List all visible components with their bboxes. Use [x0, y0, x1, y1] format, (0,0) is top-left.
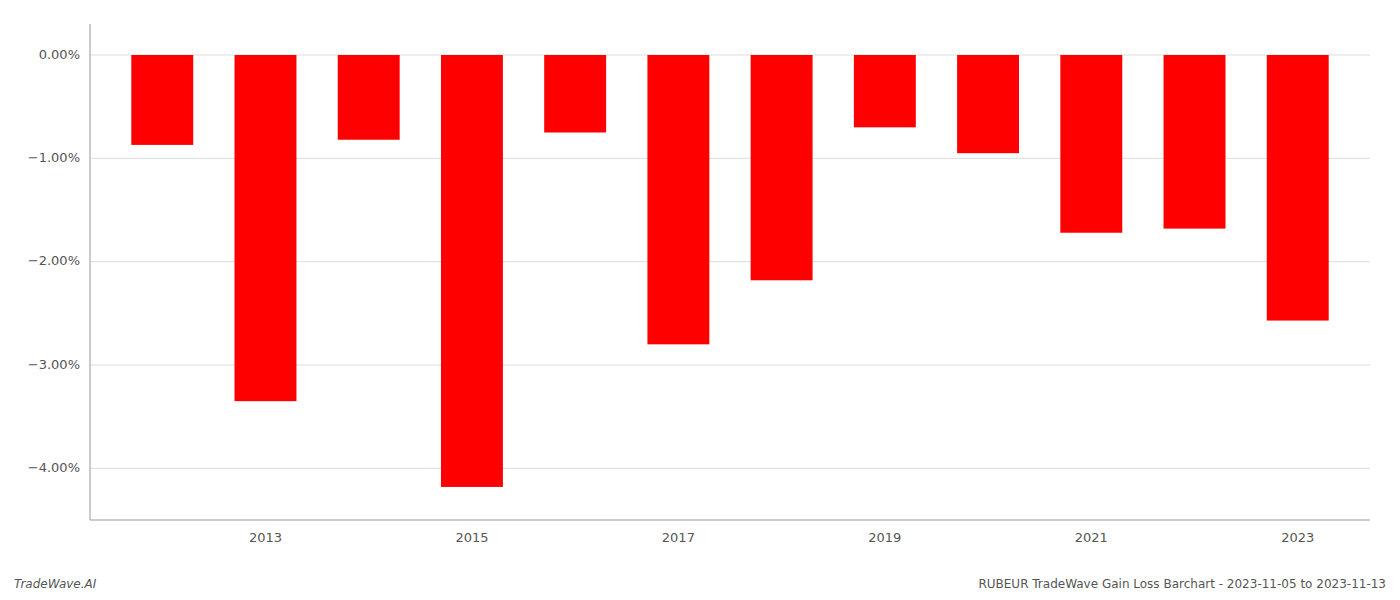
bar	[751, 55, 813, 280]
y-tick-labels: 0.00% −1.00% −2.00% −3.00% −4.00%	[28, 47, 80, 475]
bar	[338, 55, 400, 140]
x-tick-label: 2013	[249, 530, 282, 545]
footer-right: RUBEUR TradeWave Gain Loss Barchart - 20…	[978, 577, 1386, 591]
x-axis-line	[90, 520, 1370, 521]
x-tick-label: 2015	[455, 530, 488, 545]
x-tick-label: 2019	[868, 530, 901, 545]
chart-container: 0.00%−1.00%−2.00%−3.00%−4.00%20132015201…	[0, 0, 1400, 600]
y-tick-label: −3.00%	[28, 357, 80, 372]
footer-left: TradeWave.AI	[14, 577, 97, 591]
bar	[441, 55, 503, 487]
bar	[854, 55, 916, 127]
x-tick-label: 2023	[1281, 530, 1314, 545]
bar	[544, 55, 606, 133]
chart: 0.00%−1.00%−2.00%−3.00%−4.00%20132015201…	[0, 0, 1400, 600]
x-tick-label: 2017	[662, 530, 695, 545]
y-tick-label: 0.00%	[39, 47, 80, 62]
bars	[131, 55, 1328, 487]
bar	[1267, 55, 1329, 321]
bar	[235, 55, 297, 401]
x-tick-label: 2021	[1075, 530, 1108, 545]
grid-line	[90, 468, 1370, 469]
bar	[957, 55, 1019, 153]
bar	[1060, 55, 1122, 233]
bar	[647, 55, 709, 344]
y-grid	[90, 55, 1370, 468]
x-tick-labels: 2013 2015 2017 2019 2021 2023	[249, 530, 1314, 545]
y-tick-label: −1.00%	[28, 150, 80, 165]
y-tick-label: −2.00%	[28, 253, 80, 268]
y-axis-line	[90, 24, 91, 520]
y-tick-label: −4.00%	[28, 460, 80, 475]
bar	[1164, 55, 1226, 229]
bar	[131, 55, 193, 145]
